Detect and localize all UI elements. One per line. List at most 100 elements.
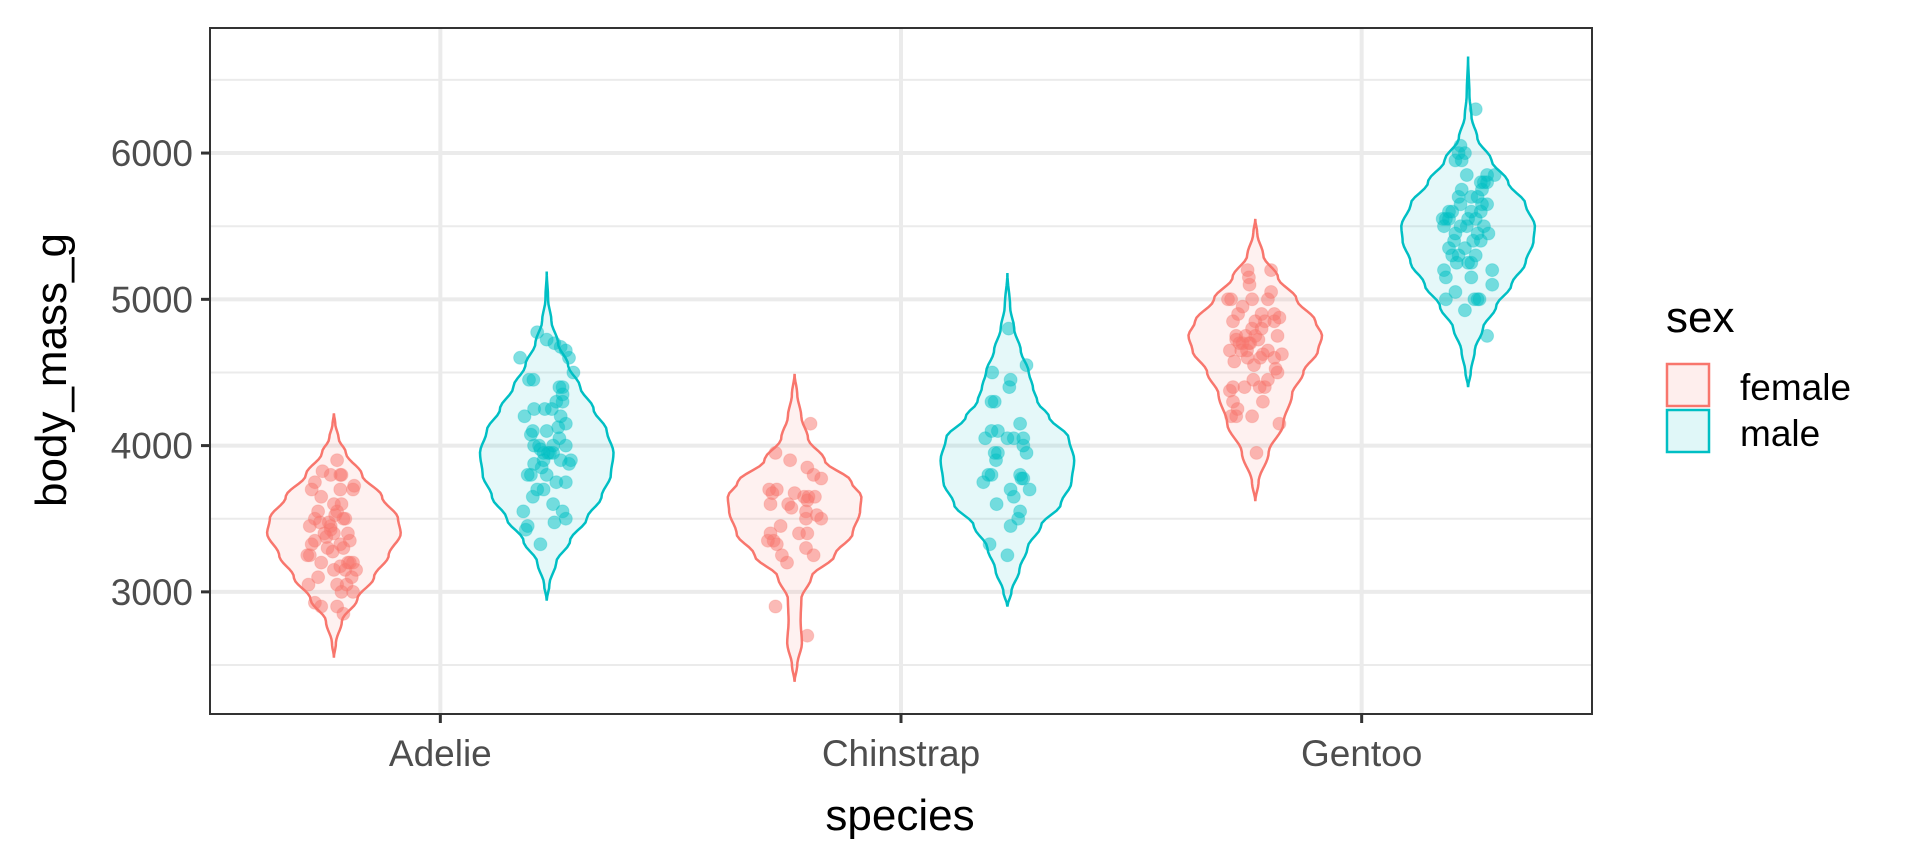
point-male-chinstrap — [1002, 380, 1017, 395]
point-female-chinstrap — [760, 533, 775, 548]
point-female-gentoo — [1260, 372, 1275, 387]
point-male-adelie — [533, 537, 548, 552]
legend-label-female: female — [1740, 367, 1851, 408]
point-male-gentoo — [1437, 219, 1451, 234]
point-female-adelie — [336, 606, 351, 621]
point-female-gentoo — [1224, 409, 1239, 424]
x-axis-title: species — [825, 791, 974, 840]
point-male-chinstrap — [976, 475, 991, 490]
point-female-chinstrap — [783, 453, 798, 468]
point-female-adelie — [344, 570, 359, 585]
point-male-gentoo — [1485, 277, 1500, 292]
point-female-chinstrap — [806, 548, 821, 563]
legend-label-male: male — [1740, 413, 1820, 454]
point-female-adelie — [336, 511, 351, 526]
jitter-points — [300, 102, 1502, 643]
point-male-adelie — [533, 442, 548, 457]
y-axis-ticks: 3000 4000 5000 6000 — [111, 133, 210, 613]
point-male-chinstrap — [1014, 471, 1029, 486]
point-male-chinstrap — [1022, 482, 1037, 497]
point-male-adelie — [539, 467, 554, 482]
point-male-gentoo — [1468, 102, 1483, 117]
point-male-gentoo — [1459, 219, 1474, 234]
point-female-adelie — [347, 478, 362, 493]
point-male-adelie — [513, 350, 528, 365]
point-male-gentoo — [1438, 270, 1453, 285]
point-male-chinstrap — [1000, 548, 1015, 563]
point-male-chinstrap — [1019, 445, 1034, 460]
point-female-adelie — [333, 482, 348, 497]
x-tick-label-adelie: Adelie — [389, 733, 492, 774]
point-male-adelie — [546, 497, 561, 512]
point-male-gentoo — [1459, 168, 1474, 182]
point-female-adelie — [307, 533, 322, 548]
point-female-chinstrap — [807, 489, 822, 504]
point-female-adelie — [302, 548, 317, 563]
point-female-chinstrap — [803, 416, 818, 431]
violin-female-chinstrap — [726, 373, 863, 682]
point-female-chinstrap — [768, 445, 783, 460]
legend-title: sex — [1666, 293, 1734, 342]
point-female-chinstrap — [800, 526, 815, 541]
point-female-chinstrap — [799, 511, 813, 526]
point-male-adelie — [562, 456, 576, 471]
legend-entry-female: female — [1665, 362, 1851, 408]
point-female-chinstrap — [814, 511, 829, 526]
point-female-gentoo — [1272, 416, 1287, 431]
point-male-adelie — [518, 522, 533, 537]
point-female-gentoo — [1227, 354, 1242, 369]
y-tick-label: 6000 — [111, 133, 193, 174]
point-male-adelie — [551, 420, 566, 435]
point-female-gentoo — [1224, 292, 1239, 307]
point-female-adelie — [313, 515, 327, 530]
point-male-gentoo — [1480, 197, 1495, 212]
point-male-chinstrap — [1001, 321, 1016, 336]
point-female-gentoo — [1229, 332, 1244, 347]
point-male-adelie — [562, 350, 576, 365]
legend-key-female — [1665, 362, 1711, 408]
point-male-chinstrap — [1006, 489, 1021, 504]
point-female-chinstrap — [773, 519, 788, 533]
point-female-chinstrap — [784, 500, 799, 515]
point-female-chinstrap — [774, 548, 789, 563]
point-male-adelie — [525, 489, 540, 504]
point-female-adelie — [340, 526, 355, 541]
point-male-adelie — [544, 402, 559, 416]
point-male-gentoo — [1472, 292, 1487, 307]
point-female-chinstrap — [800, 628, 815, 643]
x-axis-ticks: Adelie Chinstrap Gentoo — [389, 714, 1422, 774]
point-male-chinstrap — [1003, 519, 1018, 533]
point-female-adelie — [314, 599, 329, 614]
point-male-chinstrap — [989, 497, 1004, 512]
legend-entry-male: male — [1665, 408, 1820, 454]
x-tick-label-gentoo: Gentoo — [1301, 733, 1422, 774]
point-female-adelie — [326, 497, 341, 512]
point-female-gentoo — [1268, 361, 1283, 376]
point-female-adelie — [334, 584, 349, 599]
point-female-chinstrap — [765, 486, 780, 501]
point-male-adelie — [539, 424, 554, 438]
y-axis-title: body_mass_g — [27, 233, 76, 507]
point-male-gentoo — [1487, 168, 1502, 182]
point-male-adelie — [517, 409, 532, 424]
point-male-gentoo — [1448, 153, 1463, 168]
point-male-gentoo — [1438, 292, 1453, 307]
point-male-gentoo — [1464, 270, 1479, 285]
y-tick-label: 4000 — [111, 426, 193, 467]
point-male-gentoo — [1442, 204, 1456, 219]
point-female-adelie — [330, 453, 345, 468]
point-male-chinstrap — [985, 365, 1000, 380]
point-female-adelie — [334, 467, 349, 482]
point-female-adelie — [333, 537, 348, 552]
point-male-adelie — [530, 325, 545, 340]
point-female-adelie — [314, 489, 329, 504]
point-male-gentoo — [1476, 175, 1491, 190]
point-female-gentoo — [1248, 328, 1263, 343]
point-male-adelie — [523, 427, 538, 442]
point-male-gentoo — [1448, 285, 1463, 299]
point-female-gentoo — [1240, 350, 1255, 365]
point-male-adelie — [516, 504, 531, 519]
x-tick-label-chinstrap: Chinstrap — [822, 733, 980, 774]
